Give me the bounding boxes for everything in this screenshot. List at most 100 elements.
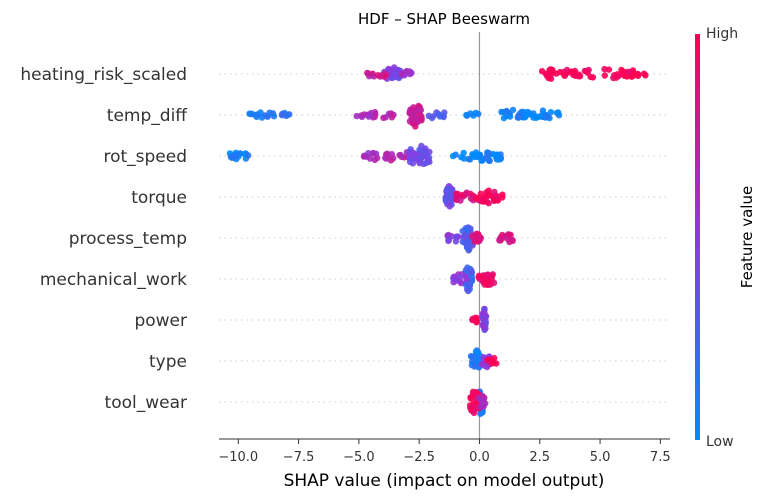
feature-label-heating_risk_scaled: heating_risk_scaled bbox=[20, 65, 187, 85]
shap-point bbox=[442, 195, 449, 203]
shap-point bbox=[642, 72, 649, 79]
x-tick-label: 2.5 bbox=[529, 450, 550, 465]
shap-point bbox=[475, 272, 483, 279]
shap-point bbox=[408, 114, 415, 122]
colorbar-low-label: Low bbox=[706, 434, 734, 450]
shap-point bbox=[479, 399, 486, 406]
shap-point bbox=[475, 349, 482, 356]
shap-point bbox=[479, 392, 486, 400]
shap-point bbox=[461, 239, 468, 246]
shap-point bbox=[367, 155, 374, 162]
feature-label-torque: torque bbox=[131, 188, 187, 208]
shap-point bbox=[409, 160, 417, 167]
shap-point bbox=[458, 153, 465, 161]
shap-point bbox=[490, 359, 497, 367]
shap-point bbox=[497, 154, 505, 162]
shap-point bbox=[371, 113, 378, 121]
shap-point bbox=[509, 106, 517, 114]
shap-point bbox=[462, 190, 470, 198]
shap-point bbox=[507, 231, 514, 239]
feature-label-type: type bbox=[149, 352, 187, 372]
shap-point bbox=[416, 160, 423, 167]
feature-label-rot_speed: rot_speed bbox=[103, 147, 187, 167]
shap-point bbox=[547, 109, 555, 116]
shap-point bbox=[445, 236, 452, 243]
feature-label-tool_wear: tool_wear bbox=[105, 393, 187, 413]
shap-point bbox=[486, 157, 493, 164]
x-tick-label: 7.5 bbox=[650, 450, 671, 465]
shap-point bbox=[365, 113, 372, 120]
x-tick-label: −2.5 bbox=[403, 450, 435, 465]
shap-point bbox=[387, 157, 395, 164]
shap-point bbox=[406, 109, 413, 116]
x-axis-label: SHAP value (impact on model output) bbox=[284, 471, 605, 491]
shap-point bbox=[568, 68, 575, 75]
feature-label-temp_diff: temp_diff bbox=[107, 106, 188, 126]
shap-point bbox=[360, 153, 368, 160]
shap-point bbox=[417, 154, 424, 161]
shap-point bbox=[407, 150, 414, 158]
shap-point bbox=[425, 157, 432, 164]
x-tick-label: 5.0 bbox=[590, 450, 611, 465]
shap-point bbox=[483, 279, 491, 286]
colorbar bbox=[695, 34, 700, 440]
shap-point bbox=[450, 273, 458, 280]
shap-point bbox=[452, 238, 460, 245]
shap-point bbox=[634, 70, 642, 78]
shap-point bbox=[435, 111, 442, 118]
shap-point bbox=[418, 117, 425, 124]
shap-point bbox=[257, 109, 264, 116]
shap-point bbox=[485, 149, 492, 157]
shap-point bbox=[235, 151, 242, 158]
shap-point bbox=[545, 74, 552, 82]
shap-point bbox=[412, 123, 419, 130]
shap-point bbox=[410, 104, 417, 111]
x-tick-label: 0.0 bbox=[469, 450, 490, 465]
shap-point bbox=[469, 233, 476, 240]
shap-point bbox=[539, 107, 547, 114]
shap-point bbox=[491, 354, 498, 362]
shap-point bbox=[484, 271, 491, 278]
shap-point bbox=[477, 235, 484, 242]
shap-point bbox=[398, 71, 405, 78]
shap-point bbox=[380, 114, 387, 122]
shap-point bbox=[555, 109, 562, 116]
shap-point bbox=[453, 190, 460, 198]
shap-point bbox=[452, 233, 460, 240]
shap-point bbox=[369, 150, 377, 157]
shap-point bbox=[353, 112, 360, 120]
shap-point bbox=[468, 407, 475, 414]
shap-point bbox=[601, 65, 608, 73]
shap-point bbox=[398, 153, 405, 161]
shap-point bbox=[457, 197, 464, 204]
shap-point bbox=[270, 113, 278, 120]
shap-point bbox=[473, 194, 480, 202]
shap-point bbox=[521, 114, 529, 121]
shap-point bbox=[467, 395, 474, 402]
shap-point bbox=[499, 194, 506, 201]
feature-label-mechanical_work: mechanical_work bbox=[40, 270, 187, 290]
shap-point bbox=[548, 67, 556, 74]
shap-point bbox=[480, 198, 487, 205]
shap-point bbox=[628, 73, 635, 80]
shap-point bbox=[246, 110, 253, 117]
shap-point bbox=[491, 188, 498, 196]
shap-point bbox=[374, 72, 382, 79]
shap-point bbox=[509, 237, 516, 244]
shap-point bbox=[473, 314, 480, 321]
x-tick-label: −5.0 bbox=[343, 450, 375, 465]
shap-point bbox=[479, 157, 486, 164]
shap-point bbox=[422, 148, 429, 156]
shap-point bbox=[601, 72, 608, 79]
x-tick-label: −10.0 bbox=[218, 450, 258, 465]
colorbar-title: Feature value bbox=[738, 186, 756, 288]
chart-title: HDF – SHAP Beeswarm bbox=[358, 10, 530, 28]
shap-point bbox=[278, 112, 286, 119]
shap-point bbox=[467, 195, 475, 202]
shap-point bbox=[449, 152, 457, 160]
shap-point bbox=[484, 363, 491, 371]
shap-point bbox=[532, 114, 540, 122]
shap-point bbox=[466, 156, 474, 163]
